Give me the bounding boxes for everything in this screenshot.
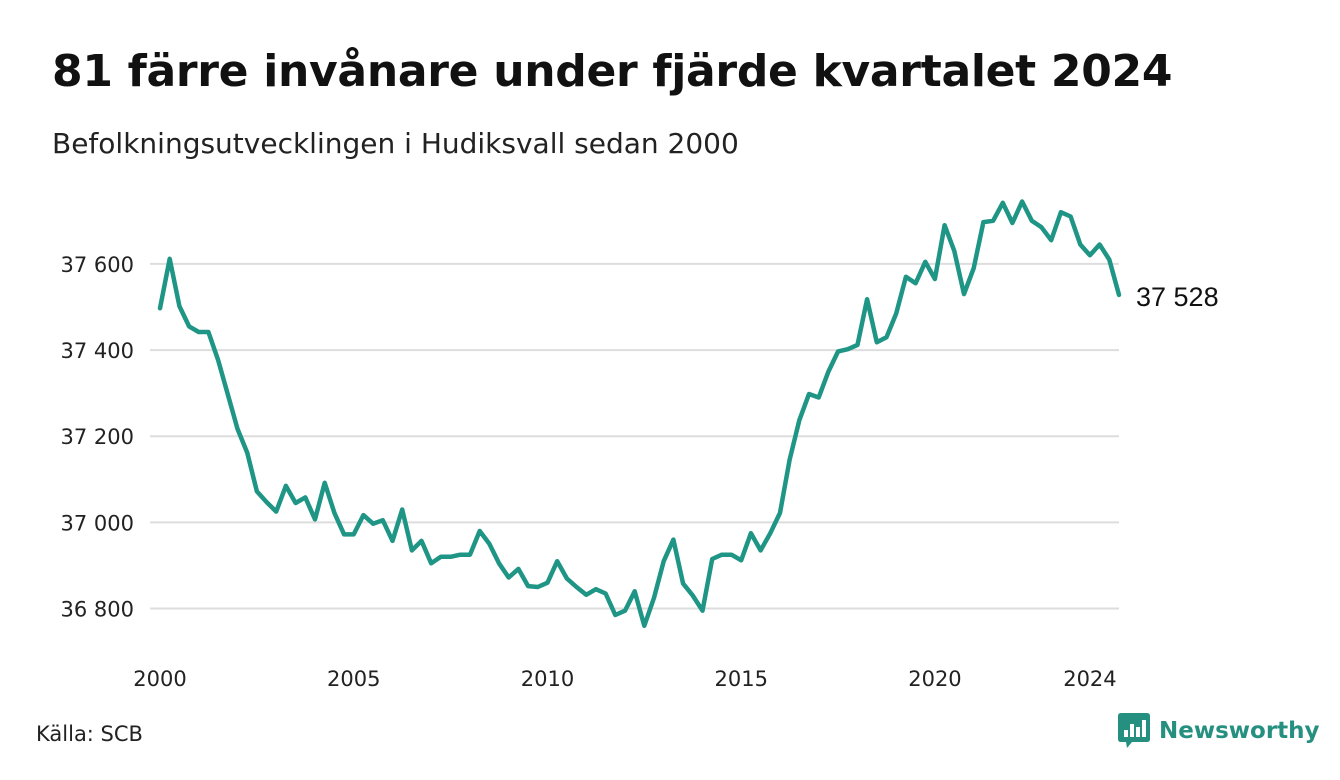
chart-subtitle: Befolkningsutvecklingen i Hudiksvall sed… [52,127,739,160]
source-note: Källa: SCB [36,722,143,746]
end-label-layer: 37 528 [1136,282,1219,312]
x-tick-label: 2000 [133,667,186,691]
x-tick-label: 2010 [521,667,574,691]
y-tick-label: 37 200 [61,425,134,449]
x-axis-tick-labels: 2000 2005 2010 2015 2020 2024 [133,667,1116,691]
y-tick-label: 36 800 [61,598,134,622]
gridlines [150,262,1119,610]
x-tick-label: 2024 [1063,667,1116,691]
x-tick-label: 2015 [714,667,767,691]
series-line [157,199,1122,629]
end-value-label: 37 528 [1136,282,1219,312]
x-tick-label: 2020 [908,667,961,691]
newsworthy-logo-icon [1118,713,1150,748]
x-tick-label: 2005 [327,667,380,691]
series-layer [157,199,1122,629]
brand-name: Newsworthy [1159,718,1320,744]
y-tick-label: 37 000 [61,511,134,535]
y-tick-label: 37 400 [61,339,134,363]
y-axis-tick-labels: 36 800 37 000 37 200 37 400 37 600 [61,253,134,622]
newsworthy-logo[interactable]: Newsworthy [1118,713,1320,749]
chart-title: 81 färre invånare under fjärde kvartalet… [52,46,1173,97]
y-tick-label: 37 600 [61,253,134,277]
